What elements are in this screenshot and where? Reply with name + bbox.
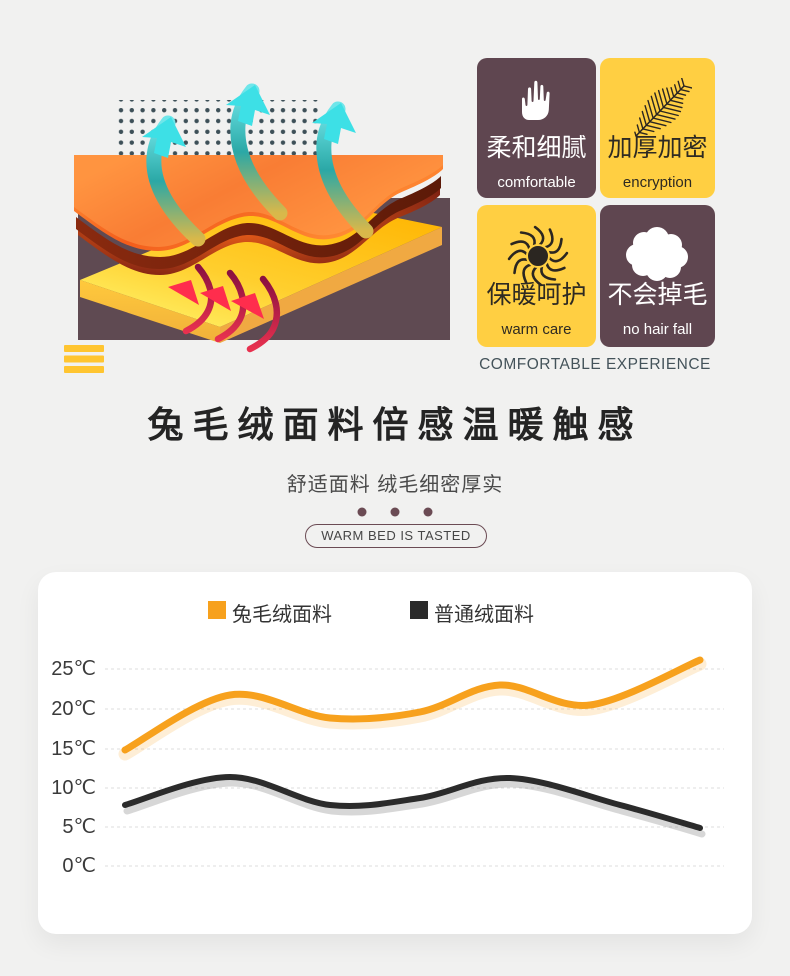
svg-text:25℃: 25℃ bbox=[51, 658, 96, 680]
svg-text:0℃: 0℃ bbox=[62, 855, 96, 877]
svg-text:10℃: 10℃ bbox=[51, 777, 96, 799]
svg-text:5℃: 5℃ bbox=[62, 816, 96, 838]
svg-text:20℃: 20℃ bbox=[51, 698, 96, 720]
svg-text:15℃: 15℃ bbox=[51, 738, 96, 760]
